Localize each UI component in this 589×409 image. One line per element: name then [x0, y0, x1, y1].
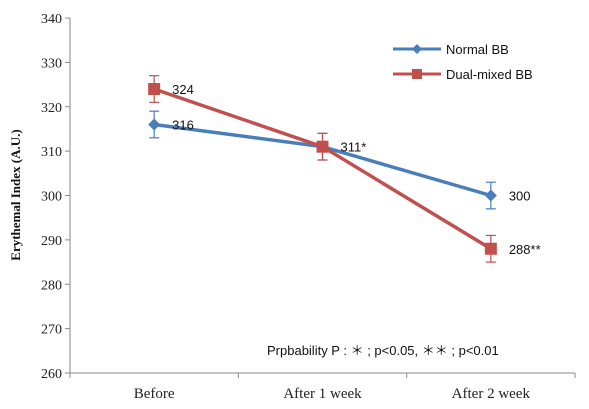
data-point-marker	[148, 118, 161, 131]
significance-note: Prpbability P : ＊ ; p<0.05, ＊＊ ; p<0.01	[267, 343, 499, 358]
legend: Normal BB Dual-mixed BB	[393, 42, 533, 82]
data-label: 311*	[341, 140, 367, 155]
x-tick-label: Before	[134, 386, 175, 402]
y-ticks: 260 270 280 290 300 310 320 330 340	[41, 12, 70, 382]
y-tick-label: 310	[41, 145, 62, 160]
y-tick-label: 340	[41, 12, 62, 27]
y-tick-label: 300	[41, 190, 62, 205]
series-normal-bb: 316 300	[148, 110, 531, 210]
legend-marker	[412, 44, 422, 54]
legend-label: Normal BB	[446, 42, 509, 57]
y-tick-label: 290	[41, 234, 62, 249]
y-tick-label: 270	[41, 323, 62, 338]
series-line	[153, 87, 492, 251]
y-tick-label: 330	[41, 56, 62, 71]
y-axis-title: Erythemal Index (A.U.)	[8, 129, 23, 260]
data-label: 324	[172, 82, 194, 97]
legend-marker	[412, 69, 422, 79]
y-tick-label: 320	[41, 101, 62, 116]
data-point-marker	[484, 189, 497, 202]
data-label: 288**	[509, 242, 541, 257]
y-tick-label: 260	[41, 367, 62, 382]
data-point-marker	[148, 83, 161, 95]
x-tick-label: After 1 week	[283, 386, 362, 402]
data-label: 316	[172, 118, 194, 133]
data-point-marker	[316, 140, 329, 153]
legend-label: Dual-mixed BB	[446, 67, 533, 82]
series-dual-mixed-bb: 324 311* 288**	[148, 75, 541, 263]
x-tick-label: After 2 week	[452, 386, 531, 402]
series-layer: 316 300 324 311* 288**	[148, 75, 541, 263]
y-tick-label: 280	[41, 278, 62, 293]
data-label: 300	[509, 189, 531, 204]
x-ticks: Before After 1 week After 2 week	[69, 373, 576, 402]
data-point-marker	[484, 242, 497, 255]
